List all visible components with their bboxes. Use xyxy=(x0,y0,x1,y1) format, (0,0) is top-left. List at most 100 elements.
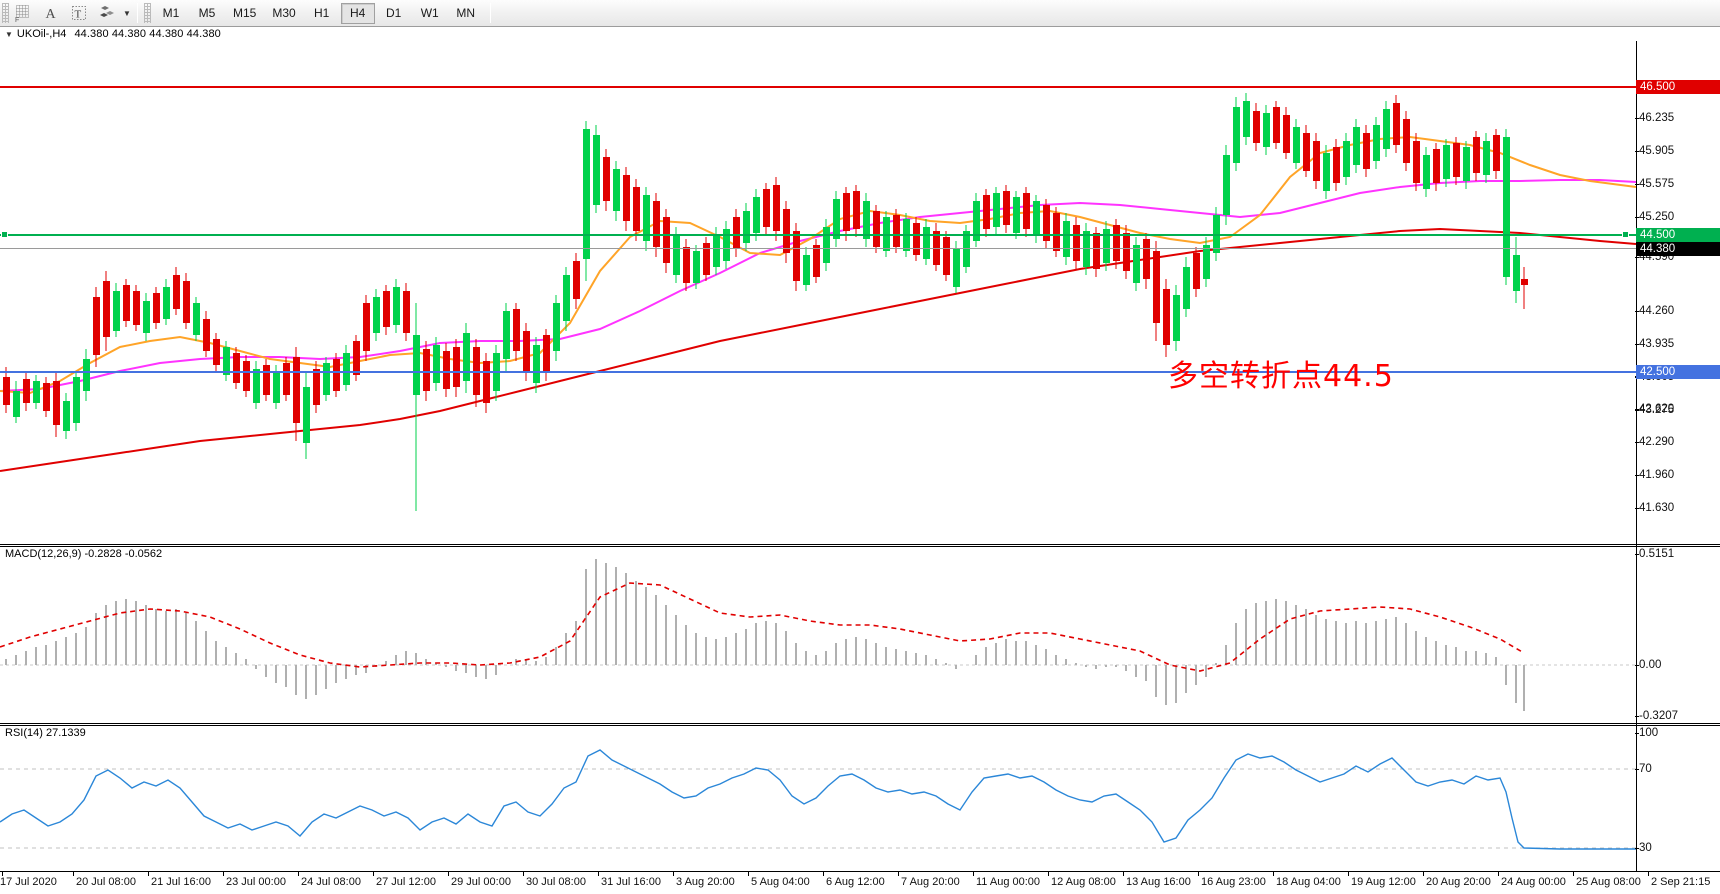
text-box-icon[interactable]: T xyxy=(66,2,92,25)
resistance-line-46500[interactable] xyxy=(0,86,1636,88)
toolbar-divider xyxy=(137,3,138,23)
timeframe-mn[interactable]: MN xyxy=(456,6,476,20)
time-axis[interactable]: 17 Jul 2020 20 Jul 08:00 21 Jul 16:00 23… xyxy=(0,871,1720,894)
price-tag-pivot[interactable]: 44.500 xyxy=(1636,228,1720,242)
time-label: 24 Jul 08:00 xyxy=(301,876,361,888)
rsi-tick: 30 xyxy=(1635,842,1652,854)
price-tick: 42.290 xyxy=(1635,436,1674,448)
price-tick: 43.275 xyxy=(1635,404,1674,416)
rsi-axis[interactable]: 100 70 30 xyxy=(1635,726,1720,871)
time-label: 31 Jul 16:00 xyxy=(601,876,661,888)
support-line-42500[interactable] xyxy=(0,371,1636,373)
pivot-line-44500[interactable] xyxy=(0,234,1636,236)
objects-icon[interactable] xyxy=(94,2,120,25)
price-tick: 41.960 xyxy=(1635,469,1674,481)
price-tick: 45.905 xyxy=(1635,145,1674,157)
timeframe-group: M1 M5 M15 M30 H1 H4 D1 W1 MN xyxy=(153,2,484,24)
timeframe-m15[interactable]: M15 xyxy=(233,6,257,20)
last-price-line-44380 xyxy=(0,248,1636,249)
rsi-indicator-label[interactable]: RSI(14) 27.1339 xyxy=(4,727,87,739)
time-label: 3 Aug 20:00 xyxy=(676,876,735,888)
price-tick: 44.590 xyxy=(1635,251,1674,263)
chart-annotation-text[interactable]: 多空转折点44.5 xyxy=(1168,359,1394,394)
time-label: 19 Aug 12:00 xyxy=(1351,876,1416,888)
timeframe-m1[interactable]: M1 xyxy=(162,6,180,20)
price-axis[interactable]: 46.500 46.235 45.905 45.575 45.250 44.92… xyxy=(1635,41,1720,544)
time-label: 21 Jul 16:00 xyxy=(151,876,211,888)
timeframe-m5[interactable]: M5 xyxy=(198,6,216,20)
rsi-pane[interactable]: RSI(14) 27.1339 100 70 30 xyxy=(0,726,1720,871)
time-label: 2 Sep 21:15 xyxy=(1651,876,1711,888)
axis-vertical-divider xyxy=(1636,41,1637,871)
rsi-line xyxy=(0,749,1636,850)
toolbar-drag-handle[interactable] xyxy=(2,3,9,23)
macd-tick: 0.00 xyxy=(1635,659,1661,671)
time-label: 12 Aug 08:00 xyxy=(1051,876,1116,888)
time-label: 13 Aug 16:00 xyxy=(1126,876,1191,888)
crosshair-f-icon[interactable]: F xyxy=(10,2,36,25)
timeframe-h4[interactable]: H4 xyxy=(340,2,375,24)
svg-text:F: F xyxy=(15,17,19,22)
time-label: 7 Aug 20:00 xyxy=(901,876,960,888)
time-label: 25 Aug 08:00 xyxy=(1576,876,1641,888)
toolbar-divider-2 xyxy=(489,3,491,23)
price-tick: 42.620 xyxy=(1635,403,1674,415)
time-label: 24 Aug 00:00 xyxy=(1501,876,1566,888)
time-label: 30 Jul 08:00 xyxy=(526,876,586,888)
time-label: 6 Aug 12:00 xyxy=(826,876,885,888)
svg-text:T: T xyxy=(74,9,81,21)
svg-text:A: A xyxy=(46,7,57,21)
symbol-info-bar: ▼ UKOil-,H4 44.380 44.380 44.380 44.380 xyxy=(0,27,1720,41)
ohlc-values: 44.380 44.380 44.380 44.380 xyxy=(74,28,221,40)
macd-indicator-label[interactable]: MACD(12,26,9) -0.2828 -0.0562 xyxy=(4,548,164,560)
timeframe-drag-handle[interactable] xyxy=(144,3,151,23)
price-tick: 44.260 xyxy=(1635,305,1674,317)
timeframe-m30[interactable]: M30 xyxy=(272,6,296,20)
chart-canvas[interactable]: 多空转折点44.5 46.500 46.235 45.905 45.575 45… xyxy=(0,41,1720,894)
time-label: 5 Aug 04:00 xyxy=(751,876,810,888)
time-label: 23 Jul 00:00 xyxy=(226,876,286,888)
timeframe-h1[interactable]: H1 xyxy=(314,6,330,20)
price-tick: 41.630 xyxy=(1635,502,1674,514)
rsi-tick: 70 xyxy=(1635,763,1652,775)
candlestick-series xyxy=(3,93,1528,511)
macd-pane[interactable]: MACD(12,26,9) -0.2828 -0.0562 xyxy=(0,547,1720,723)
price-tag-support[interactable]: 42.500 xyxy=(1636,365,1720,379)
rsi-plot xyxy=(0,749,1636,850)
pane-separator-macd[interactable] xyxy=(0,544,1720,547)
price-tick: 45.250 xyxy=(1635,211,1674,223)
text-label-icon[interactable]: A xyxy=(38,2,64,25)
time-label: 27 Jul 12:00 xyxy=(376,876,436,888)
price-tick: 46.235 xyxy=(1635,112,1674,124)
time-label: 20 Aug 20:00 xyxy=(1426,876,1491,888)
price-tick: 45.575 xyxy=(1635,178,1674,190)
time-label: 20 Jul 08:00 xyxy=(76,876,136,888)
macd-signal-line xyxy=(0,582,1525,672)
symbol-label: UKOil-,H4 xyxy=(16,28,67,40)
pivot-line-handle-right[interactable] xyxy=(1622,231,1629,238)
macd-tick: 0.5151 xyxy=(1635,548,1674,560)
rsi-tick: 100 xyxy=(1635,727,1658,739)
macd-tick: -0.3207 xyxy=(1635,710,1678,722)
macd-axis[interactable]: 0.5151 0.00 -0.3207 xyxy=(1635,547,1720,723)
price-tag-last[interactable]: 44.380 xyxy=(1636,242,1720,256)
time-label: 18 Aug 04:00 xyxy=(1276,876,1341,888)
timeframe-d1[interactable]: D1 xyxy=(386,6,402,20)
time-label: 29 Jul 00:00 xyxy=(451,876,511,888)
time-label: 17 Jul 2020 xyxy=(0,876,57,888)
dropdown-caret-icon[interactable]: ▼ xyxy=(123,8,131,18)
pivot-line-handle-left[interactable] xyxy=(1,231,8,238)
price-tick: 43.935 xyxy=(1635,338,1674,350)
ma-mid-line xyxy=(0,179,1636,392)
pane-separator-rsi[interactable] xyxy=(0,723,1720,726)
chart-toolbar: F A T ▼ M1 M5 M15 xyxy=(0,0,1720,27)
price-tag-resistance[interactable]: 46.500 xyxy=(1636,80,1720,94)
timeframe-w1[interactable]: W1 xyxy=(420,6,439,20)
candles-group xyxy=(3,93,1528,511)
price-pane[interactable]: 多空转折点44.5 46.500 46.235 45.905 45.575 45… xyxy=(0,41,1720,544)
time-label: 11 Aug 00:00 xyxy=(976,876,1041,888)
time-label: 16 Aug 23:00 xyxy=(1201,876,1266,888)
collapse-chevron-icon[interactable]: ▼ xyxy=(5,29,13,39)
macd-histogram xyxy=(5,559,1525,711)
